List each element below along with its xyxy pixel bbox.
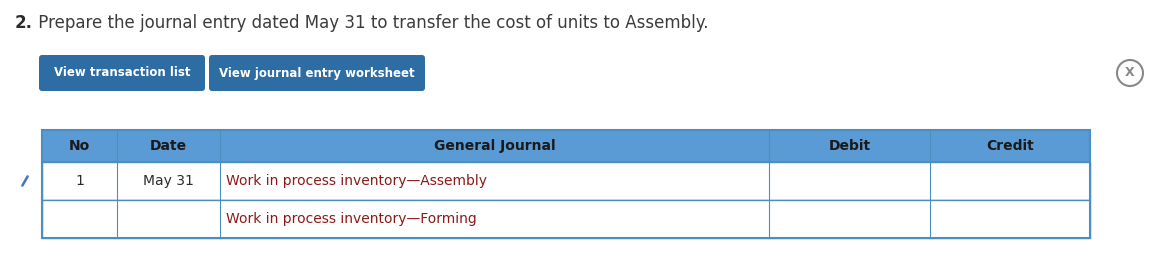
- Text: Date: Date: [150, 139, 187, 153]
- FancyBboxPatch shape: [42, 130, 1090, 162]
- Text: Work in process inventory—Assembly: Work in process inventory—Assembly: [226, 174, 487, 188]
- Text: View transaction list: View transaction list: [53, 66, 190, 79]
- Text: Work in process inventory—Forming: Work in process inventory—Forming: [226, 212, 477, 226]
- Text: View journal entry worksheet: View journal entry worksheet: [219, 66, 415, 79]
- Text: May 31: May 31: [143, 174, 194, 188]
- Text: Debit: Debit: [828, 139, 870, 153]
- Text: 2.: 2.: [15, 14, 34, 32]
- Bar: [42, 130, 1090, 238]
- FancyBboxPatch shape: [39, 55, 205, 91]
- Text: Prepare the journal entry dated May 31 to transfer the cost of units to Assembly: Prepare the journal entry dated May 31 t…: [34, 14, 708, 32]
- Text: General Journal: General Journal: [434, 139, 555, 153]
- Text: X: X: [1126, 66, 1135, 79]
- FancyBboxPatch shape: [42, 162, 1090, 200]
- Text: No: No: [69, 139, 90, 153]
- FancyBboxPatch shape: [209, 55, 425, 91]
- Text: Credit: Credit: [986, 139, 1033, 153]
- FancyBboxPatch shape: [42, 200, 1090, 238]
- Text: 1: 1: [75, 174, 84, 188]
